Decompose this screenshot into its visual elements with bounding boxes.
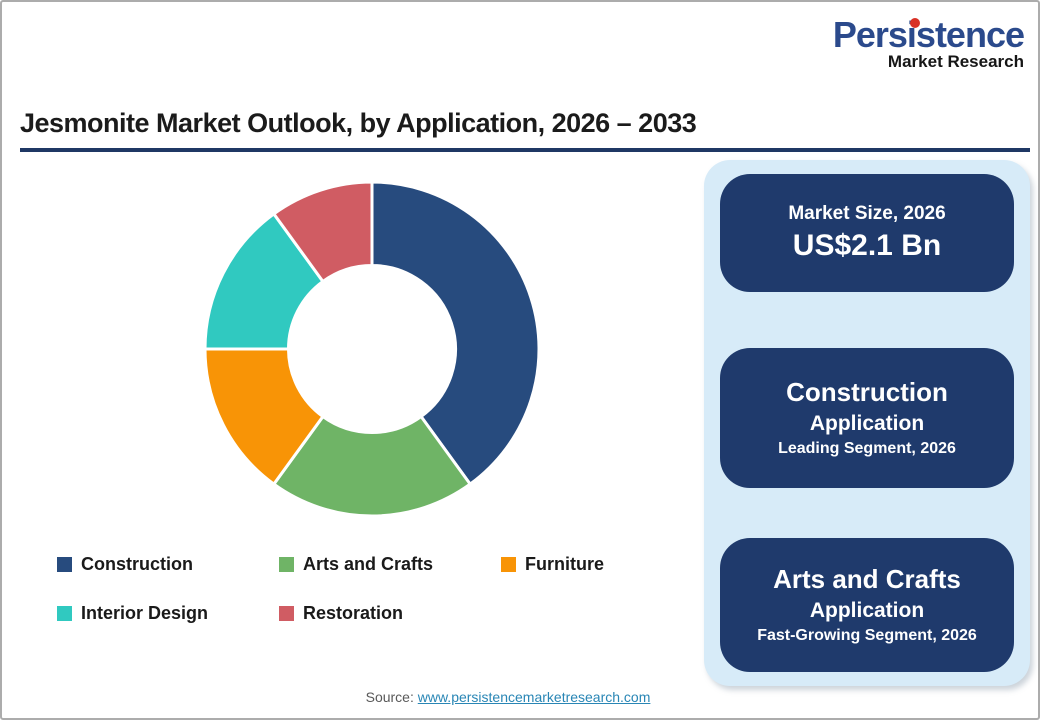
legend-label: Restoration	[303, 603, 404, 623]
legend-label: Interior Design	[81, 603, 209, 623]
legend-swatch-icon	[57, 557, 72, 572]
fast-growing-segment-name: Arts and Crafts	[773, 563, 961, 594]
market-size-title: Market Size, 2026	[788, 202, 946, 224]
source-row: Source: www.persistencemarketresearch.co…	[2, 689, 1014, 705]
legend-label: Furniture	[525, 554, 604, 574]
legend-item-arts-and-crafts: Arts and Crafts	[279, 554, 501, 575]
donut-segment-restoration	[271, 180, 374, 284]
legend-item-interior-design: Interior Design	[57, 603, 279, 624]
donut-segment-construction	[370, 180, 541, 487]
legend-swatch-icon	[57, 606, 72, 621]
fast-growing-segment-note: Fast-Growing Segment, 2026	[757, 626, 977, 644]
donut-chart	[203, 180, 541, 518]
legend-item-furniture: Furniture	[501, 554, 723, 575]
donut-chart-container	[197, 174, 547, 524]
leading-segment-type: Application	[809, 411, 925, 435]
fast-growing-segment-type: Application	[809, 598, 925, 622]
legend-label: Arts and Crafts	[303, 554, 434, 574]
page-title: Jesmonite Market Outlook, by Application…	[20, 108, 697, 138]
donut-segment-arts-and-crafts	[271, 414, 473, 518]
legend-swatch-icon	[501, 557, 516, 572]
brand-logo-dot-icon	[909, 18, 920, 28]
brand-logo: Persistence Market Research	[832, 14, 1025, 72]
legend-item-construction: Construction	[57, 554, 279, 575]
legend-label: Construction	[81, 554, 193, 574]
brand-logo-subtitle: Market Research	[887, 51, 1024, 71]
legend-swatch-icon	[279, 606, 294, 621]
legend-item-restoration: Restoration	[279, 603, 501, 624]
brand-logo-wordmark: Persistence	[832, 14, 1025, 55]
market-size-value: US$2.1 Bn	[792, 228, 942, 262]
fast-growing-segment-card: Arts and Crafts Application Fast-Growing…	[720, 538, 1014, 672]
market-size-card: Market Size, 2026 US$2.1 Bn	[720, 174, 1014, 292]
brand-logo-text: Persistence	[832, 14, 1025, 55]
title-underline-rule	[20, 148, 1030, 152]
highlights-panel: Market Size, 2026 US$2.1 Bn Construction…	[704, 160, 1030, 686]
leading-segment-name: Construction	[786, 376, 948, 407]
chart-legend: Construction Arts and Crafts Furniture Inte…	[57, 554, 757, 624]
source-link[interactable]: www.persistencemarketresearch.com	[417, 689, 651, 705]
leading-segment-note: Leading Segment, 2026	[778, 439, 956, 457]
leading-segment-card: Construction Application Leading Segment…	[720, 348, 1014, 488]
source-label: Source:	[365, 689, 414, 705]
legend-swatch-icon	[279, 557, 294, 572]
